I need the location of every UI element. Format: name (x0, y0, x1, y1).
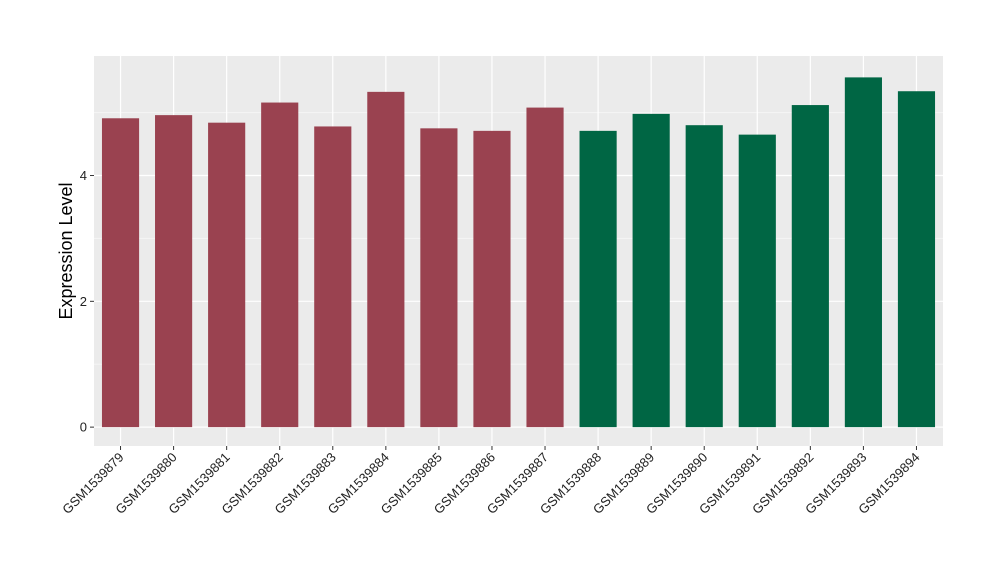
bar-GSM1539882 (261, 102, 299, 428)
y-axis-title: Expression Level (56, 182, 76, 319)
bar-GSM1539889 (632, 113, 670, 428)
bar-GSM1539886 (473, 130, 511, 428)
bar-GSM1539879 (101, 118, 140, 428)
bar-GSM1539892 (791, 105, 829, 428)
bar-GSM1539891 (738, 134, 776, 428)
bar-GSM1539880 (155, 115, 193, 428)
y-tick-label: 2 (80, 294, 87, 309)
bar-GSM1539885 (420, 128, 458, 428)
bar-GSM1539888 (579, 130, 617, 428)
bar-GSM1539884 (367, 91, 405, 428)
bar-GSM1539883 (314, 126, 352, 428)
bar-GSM1539890 (685, 125, 723, 428)
bars (101, 77, 936, 428)
y-tick-label: 0 (80, 420, 87, 435)
bar-GSM1539881 (208, 122, 246, 428)
bar-GSM1539893 (844, 77, 882, 428)
y-axis: 0 2 4 (80, 168, 94, 435)
bar-GSM1539887 (526, 107, 564, 428)
y-tick-label: 4 (80, 168, 87, 183)
x-axis: GSM1539879GSM1539880GSM1539881GSM1539882… (59, 446, 923, 517)
bar-GSM1539894 (897, 91, 936, 428)
